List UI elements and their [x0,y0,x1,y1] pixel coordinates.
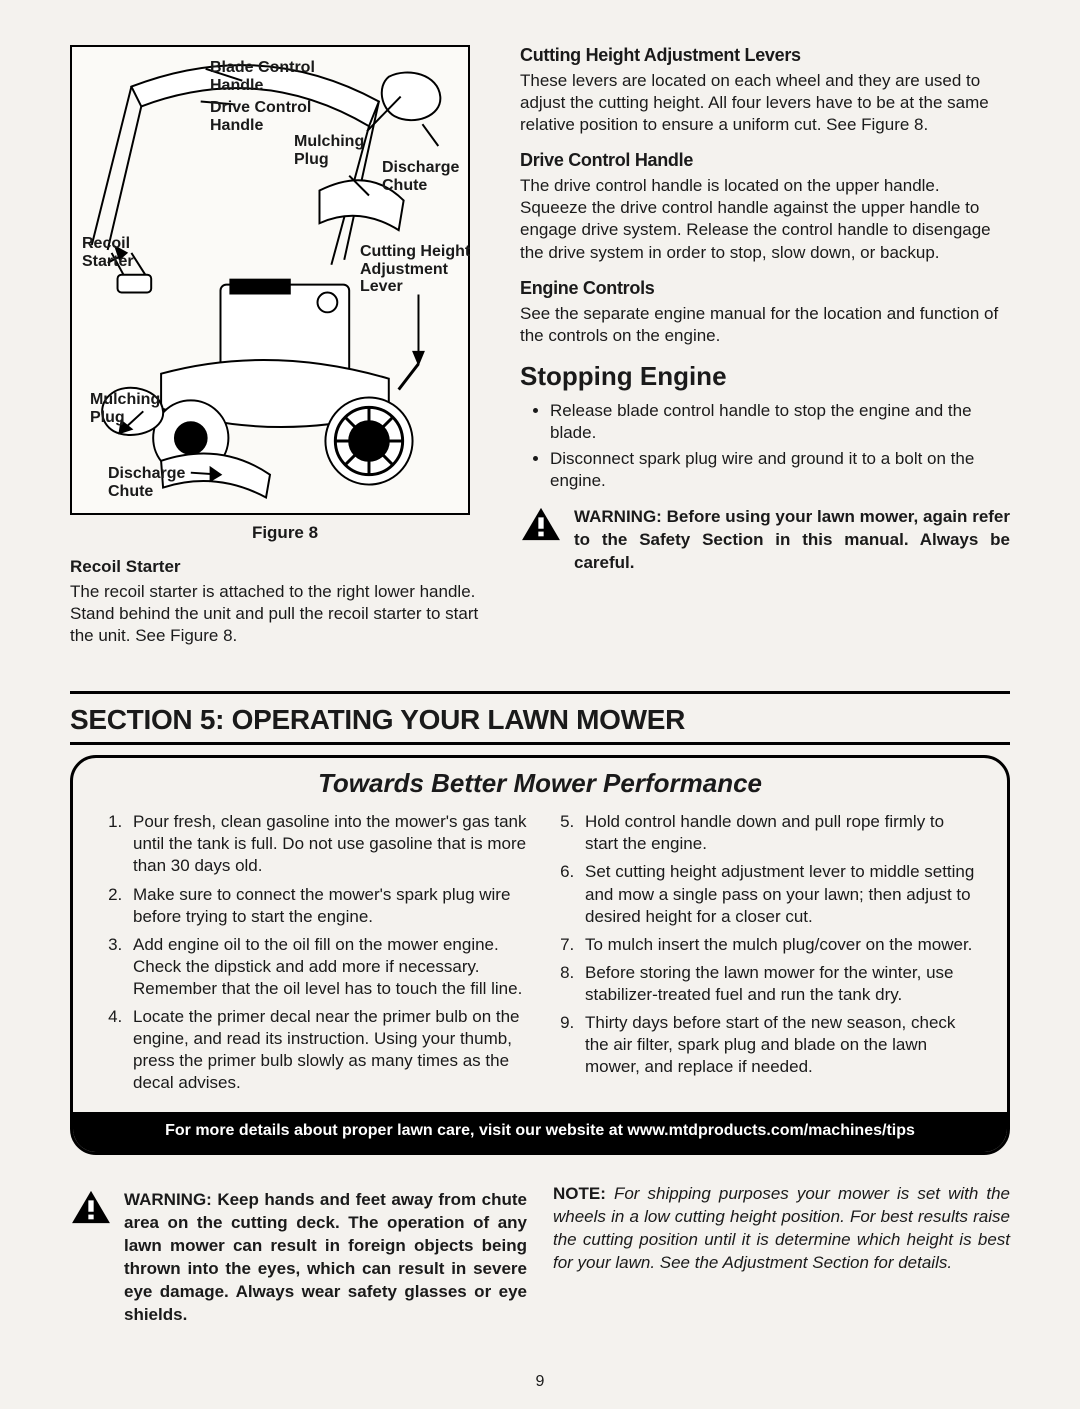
bottom-right: NOTE: For shipping purposes your mower i… [553,1183,1010,1327]
bottom-left: WARNING: Keep hands and feet away from c… [70,1183,527,1327]
list-item: Make sure to connect the mower's spark p… [127,884,527,928]
stopping-heading: Stopping Engine [520,361,1010,392]
recoil-body: The recoil starter is attached to the ri… [70,581,500,647]
warning-icon [70,1189,112,1225]
note-body: For shipping purposes your mower is set … [553,1184,1010,1272]
list-item: Release blade control handle to stop the… [550,400,1010,444]
label-recoil-starter: RecoilStarter [82,235,134,270]
stopping-bullets: Release blade control handle to stop the… [520,400,1010,492]
warning-block-upper: WARNING: Before using your lawn mower, a… [520,506,1010,575]
note-text: NOTE: For shipping purposes your mower i… [553,1183,1010,1275]
tips-left-col: Pour fresh, clean gasoline into the mowe… [101,811,527,1100]
divider [70,691,1010,694]
warning-text-lower: WARNING: Keep hands and feet away from c… [124,1189,527,1327]
list-item: Thirty days before start of the new seas… [579,1012,979,1078]
label-mulch-plug-upper: MulchingPlug [294,133,364,168]
bottom-two-column: WARNING: Keep hands and feet away from c… [70,1183,1010,1327]
recoil-heading: Recoil Starter [70,557,500,577]
engine-heading: Engine Controls [520,278,1010,299]
tips-list-right: Hold control handle down and pull rope f… [553,811,979,1078]
label-discharge-chute-upper: DischargeChute [382,159,459,194]
warning-text-upper: WARNING: Before using your lawn mower, a… [574,506,1010,575]
tips-footer: For more details about proper lawn care,… [73,1112,1007,1152]
note-lead: NOTE: [553,1184,614,1203]
label-cutting-height: Cutting HeightAdjustmentLever [360,243,470,296]
cutting-heading: Cutting Height Adjustment Levers [520,45,1010,66]
top-two-column: Blade ControlHandle Drive ControlHandle … [70,45,1010,661]
list-item: Before storing the lawn mower for the wi… [579,962,979,1006]
right-column: Cutting Height Adjustment Levers These l… [520,45,1010,661]
warning-lead: WARNING: [124,1190,217,1209]
page-number: 9 [0,1373,1080,1391]
warning-block-lower: WARNING: Keep hands and feet away from c… [70,1189,527,1327]
section-5-title: SECTION 5: OPERATING YOUR LAWN MOWER [70,704,1010,736]
label-blade-control: Blade ControlHandle [210,59,315,94]
list-item: To mulch insert the mulch plug/cover on … [579,934,979,956]
warning-body: Keep hands and feet away from chute area… [124,1190,527,1324]
engine-body: See the separate engine manual for the l… [520,303,1010,347]
figure-8-diagram: Blade ControlHandle Drive ControlHandle … [70,45,470,515]
list-item: Hold control handle down and pull rope f… [579,811,979,855]
list-item: Locate the primer decal near the primer … [127,1006,527,1094]
divider [70,742,1010,745]
tips-right-col: Hold control handle down and pull rope f… [553,811,979,1100]
warning-lead: WARNING: [574,507,667,526]
tips-box: Towards Better Mower Performance Pour fr… [70,755,1010,1155]
tips-title: Towards Better Mower Performance [73,758,1007,807]
cutting-body: These levers are located on each wheel a… [520,70,1010,136]
list-item: Add engine oil to the oil fill on the mo… [127,934,527,1000]
left-column: Blade ControlHandle Drive ControlHandle … [70,45,500,661]
tips-list-left: Pour fresh, clean gasoline into the mowe… [101,811,527,1094]
label-discharge-chute-lower: DischargeChute [108,465,185,500]
drive-heading: Drive Control Handle [520,150,1010,171]
figure-caption: Figure 8 [70,523,500,543]
list-item: Disconnect spark plug wire and ground it… [550,448,1010,492]
list-item: Pour fresh, clean gasoline into the mowe… [127,811,527,877]
drive-body: The drive control handle is located on t… [520,175,1010,263]
warning-icon [520,506,562,542]
list-item: Set cutting height adjustment lever to m… [579,861,979,927]
tips-columns: Pour fresh, clean gasoline into the mowe… [73,807,1007,1112]
label-drive-control: Drive ControlHandle [210,99,311,134]
label-mulch-plug-lower: MulchingPlug [90,391,160,426]
